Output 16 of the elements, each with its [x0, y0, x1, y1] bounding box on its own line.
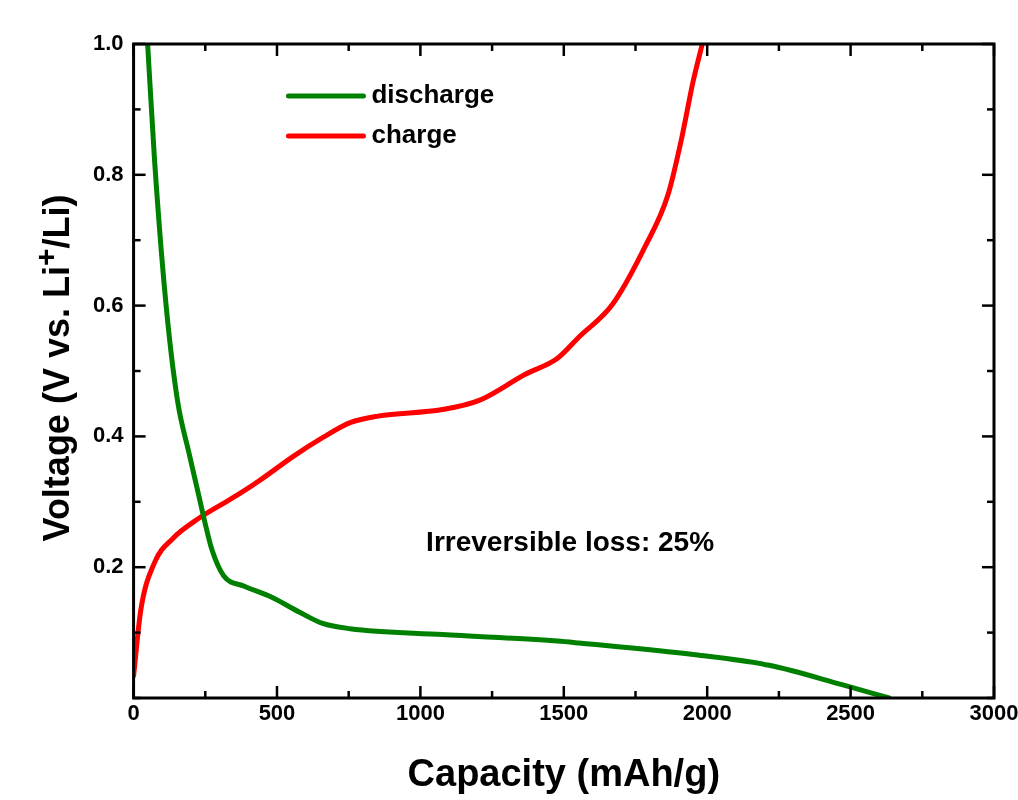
y-tick-label: 0.4	[92, 422, 125, 448]
x-tick-label: 0	[127, 700, 140, 726]
x-tick-label: 3000	[969, 700, 1018, 726]
y-tick-label: 0.6	[92, 291, 124, 317]
x-axis-title: Capacity (mAh/g)	[407, 751, 721, 794]
legend-label: discharge	[371, 79, 495, 110]
legend-label: charge	[371, 119, 457, 150]
x-tick-label: 2000	[682, 700, 732, 726]
y-tick-label: 1.0	[92, 30, 124, 56]
y-tick-label: 0.2	[92, 553, 124, 579]
x-tick-label: 500	[258, 700, 296, 726]
x-tick-label: 1000	[395, 700, 445, 726]
annotation: Irreversible loss: 25%	[426, 526, 715, 558]
x-tick-label: 1500	[539, 700, 589, 726]
x-tick-label: 2500	[826, 700, 876, 726]
y-tick-label: 0.8	[92, 160, 124, 186]
